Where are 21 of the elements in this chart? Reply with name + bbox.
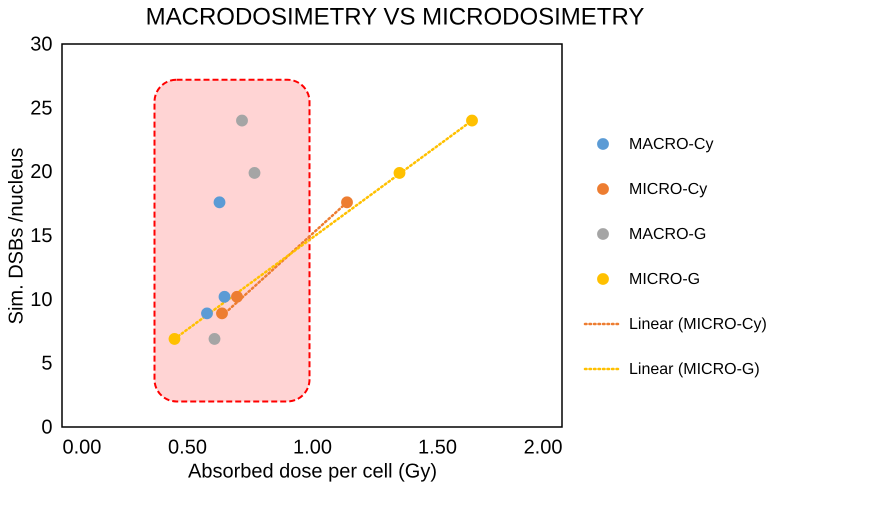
- y-axis-title: Sim. DSBs /nucleus: [5, 148, 28, 324]
- x-tick-label: 0.50: [168, 436, 207, 458]
- legend-label: MACRO-Cy: [629, 136, 714, 153]
- x-tick-label: 1.50: [418, 436, 457, 458]
- x-tick-label: 1.00: [293, 436, 332, 458]
- legend-label: Linear (MICRO-G): [629, 361, 760, 378]
- x-axis-title: Absorbed dose per cell (Gy): [188, 460, 438, 482]
- x-tick-label: 0.00: [62, 436, 102, 458]
- legend-label: MICRO-Cy: [629, 181, 708, 198]
- y-tick-label: 30: [30, 34, 52, 56]
- y-tick-label: 10: [30, 288, 52, 311]
- y-tick-label: 15: [30, 225, 52, 247]
- y-tick-label: 20: [30, 161, 52, 184]
- chart-title: MACRODOSIMETRY VS MICRODOSIMETRY: [146, 3, 644, 30]
- legend-label: MACRO-G: [629, 226, 706, 243]
- y-tick-label: 5: [41, 352, 52, 375]
- y-tick-label: 0: [41, 416, 52, 438]
- legend-label: Linear (MICRO-Cy): [629, 316, 767, 333]
- y-tick-label: 25: [30, 97, 52, 120]
- x-tick-label: 2.00: [524, 436, 562, 458]
- legend-label: MICRO-G: [629, 271, 700, 288]
